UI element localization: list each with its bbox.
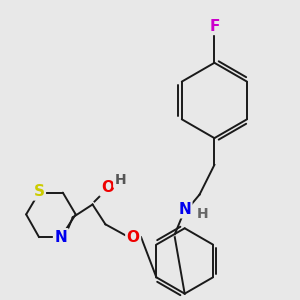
Text: H: H xyxy=(115,173,126,187)
Text: N: N xyxy=(178,202,191,217)
Text: H: H xyxy=(197,207,208,221)
Text: F: F xyxy=(209,19,220,34)
Text: O: O xyxy=(127,230,140,245)
Text: N: N xyxy=(55,230,67,245)
Text: S: S xyxy=(34,184,44,199)
Text: O: O xyxy=(101,180,114,195)
Text: N: N xyxy=(55,230,67,245)
